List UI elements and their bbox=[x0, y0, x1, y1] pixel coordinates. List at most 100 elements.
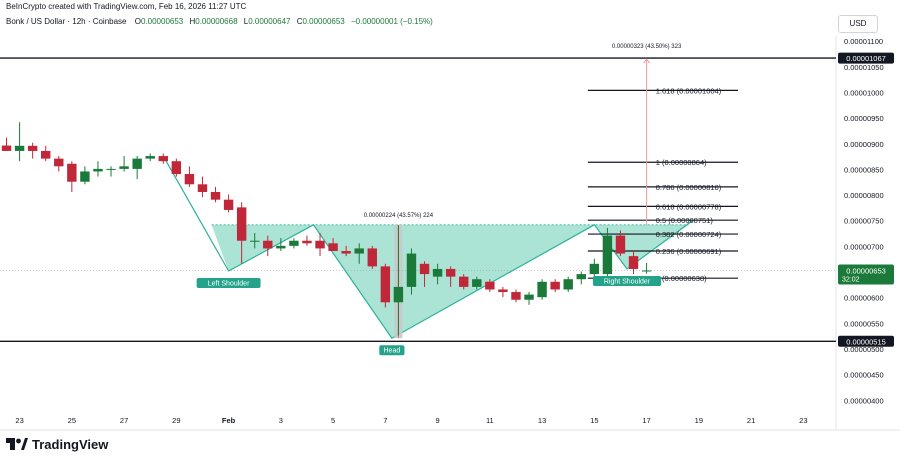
candle-body bbox=[276, 245, 286, 249]
brand-name: TradingView bbox=[32, 436, 109, 452]
pattern-label-bg bbox=[196, 278, 261, 289]
candle-body bbox=[498, 289, 508, 293]
high-label: H bbox=[189, 17, 196, 26]
pattern-outline bbox=[162, 155, 693, 340]
candle-body bbox=[236, 207, 247, 241]
candle-body bbox=[511, 292, 521, 300]
candle-body bbox=[210, 191, 221, 200]
y-tick-label: 0.00001000 bbox=[844, 88, 884, 97]
x-tick-label: 13 bbox=[538, 416, 546, 425]
candle-body bbox=[223, 199, 234, 210]
candle-body bbox=[119, 166, 129, 169]
x-tick-label: 17 bbox=[642, 416, 650, 425]
candle-body bbox=[1, 145, 12, 151]
candle-body bbox=[628, 256, 639, 269]
target-arrow-head bbox=[643, 58, 650, 64]
currency-button[interactable]: USD bbox=[838, 15, 878, 33]
candle-body bbox=[328, 243, 338, 251]
tradingview-logo[interactable]: TradingView bbox=[6, 436, 108, 452]
candle-body bbox=[432, 268, 443, 277]
candle-body bbox=[550, 281, 560, 290]
candle-body bbox=[158, 156, 168, 162]
x-tick-label: 7 bbox=[383, 416, 387, 425]
candle-body bbox=[524, 294, 534, 300]
level-price-tag bbox=[838, 52, 894, 64]
head-area bbox=[313, 224, 595, 339]
pattern-label-bg bbox=[592, 275, 662, 286]
y-tick-label: 0.00000850 bbox=[844, 165, 884, 174]
fib-level-label: 0.236 (0.00000691) bbox=[656, 247, 722, 256]
watermark-text: BeInCrypto created with TradingView.com,… bbox=[6, 2, 247, 11]
x-tick-label: 29 bbox=[172, 416, 180, 425]
last-price-tag-text: 0.00000653 bbox=[846, 266, 886, 275]
candle-body bbox=[132, 158, 142, 169]
candle-body bbox=[54, 158, 64, 167]
candle-body bbox=[406, 253, 417, 287]
fib-level-label: 0.618 (0.00000778) bbox=[656, 202, 722, 211]
x-tick-label: 19 bbox=[695, 416, 703, 425]
fib-level-label: 0.382 (0.00000724) bbox=[656, 230, 722, 239]
close-value: 0.00000653 bbox=[302, 17, 345, 26]
x-tick-label: 5 bbox=[331, 416, 335, 425]
level-price-tag bbox=[838, 335, 894, 347]
candle-body bbox=[341, 250, 351, 254]
x-tick-label: 3 bbox=[279, 416, 283, 425]
candle-body bbox=[537, 281, 547, 298]
y-tick-label: 0.00000950 bbox=[844, 114, 884, 123]
change-value: −0.00000001 (−0.15%) bbox=[350, 17, 433, 26]
y-tick-label: 0.00000550 bbox=[844, 319, 884, 328]
candle-body bbox=[354, 248, 364, 254]
candle-body bbox=[184, 174, 195, 185]
candle-body bbox=[419, 263, 430, 275]
x-tick-label: 11 bbox=[486, 416, 494, 425]
candle-body bbox=[289, 240, 299, 246]
head-measure-label: 0.00000224 (43.57%) 224 bbox=[364, 213, 434, 219]
fib-level-label: 0.5 (0.00000751) bbox=[656, 216, 714, 225]
candle-body bbox=[41, 150, 51, 159]
x-tick-label: 15 bbox=[590, 416, 598, 425]
target-measure-label: 0.00000323 (43.50%) 323 bbox=[612, 44, 682, 50]
candle-body bbox=[302, 240, 312, 244]
y-tick-label: 0.00000700 bbox=[844, 242, 884, 251]
x-tick-label: 21 bbox=[747, 416, 755, 425]
candle-body bbox=[576, 274, 586, 280]
candle-body bbox=[589, 263, 600, 275]
pattern-label: Right Shoulder bbox=[604, 278, 651, 285]
candle-body bbox=[380, 266, 391, 303]
candle-body bbox=[80, 171, 90, 182]
pattern-label: Left Shoulder bbox=[208, 281, 250, 288]
low-label: L bbox=[243, 17, 249, 26]
y-tick-label: 0.00001050 bbox=[844, 63, 884, 72]
x-tick-label: 25 bbox=[68, 416, 76, 425]
candle-body bbox=[27, 145, 38, 151]
candle-body bbox=[641, 270, 652, 272]
candle-body bbox=[93, 168, 103, 172]
pattern-label-bg bbox=[379, 345, 405, 356]
candle-body bbox=[14, 145, 25, 151]
candle-countdown: 32:02 bbox=[842, 276, 860, 283]
candle-body bbox=[250, 240, 260, 242]
candle-body bbox=[615, 235, 626, 254]
candle-body bbox=[393, 286, 404, 303]
candle-body bbox=[263, 240, 273, 249]
fib-level-label: 1 (0.00000864) bbox=[656, 158, 707, 167]
y-tick-label: 0.00000900 bbox=[844, 140, 884, 149]
left-shoulder-area bbox=[211, 224, 314, 272]
tradingview-logo-icon bbox=[6, 438, 28, 450]
candle-body bbox=[67, 163, 77, 182]
y-tick-label: 0.00000500 bbox=[844, 345, 884, 354]
x-tick-label: Feb bbox=[222, 416, 236, 425]
candle-body bbox=[171, 161, 182, 175]
y-tick-label: 0.00000750 bbox=[844, 217, 884, 226]
pattern-label: Head bbox=[384, 348, 401, 355]
candle-body bbox=[106, 168, 116, 170]
fib-level-label: 0.786 (0.00000816) bbox=[656, 183, 722, 192]
last-price-tag bbox=[838, 264, 894, 285]
low-value: 0.00000647 bbox=[248, 17, 291, 26]
x-tick-label: 23 bbox=[15, 416, 23, 425]
y-tick-label: 0.00000400 bbox=[844, 396, 884, 405]
y-tick-label: 0.00000450 bbox=[844, 371, 884, 380]
x-tick-label: 23 bbox=[799, 416, 807, 425]
symbol-name[interactable]: Bonk / US Dollar · 12h · Coinbase bbox=[6, 17, 127, 26]
